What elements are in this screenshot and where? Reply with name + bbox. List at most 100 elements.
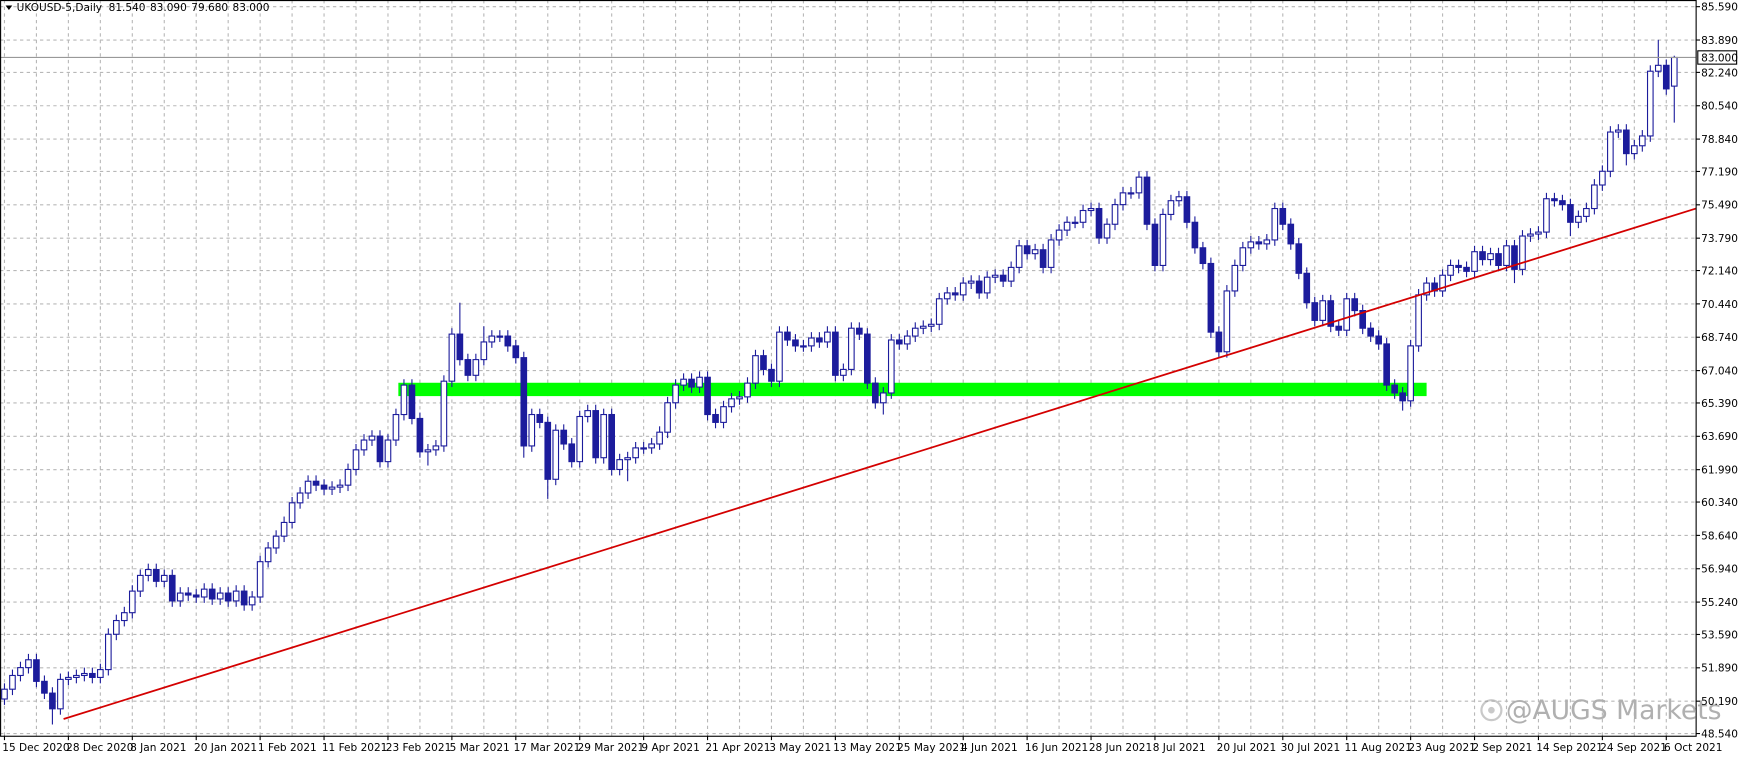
y-tick-label: 58.640 xyxy=(1701,530,1738,542)
candle-body xyxy=(792,339,799,347)
candle-body xyxy=(640,447,647,450)
candle-body xyxy=(1487,253,1494,261)
candle-body xyxy=(864,333,871,384)
candle-body xyxy=(1255,241,1263,245)
candle-body xyxy=(232,590,240,602)
x-tick-label: 6 Oct 2021 xyxy=(1664,742,1722,754)
candle-body xyxy=(400,384,408,416)
candle-body xyxy=(720,406,727,423)
candle-body xyxy=(1063,221,1071,231)
candle-body xyxy=(1591,184,1598,210)
candle-body xyxy=(1567,204,1574,223)
candle-body xyxy=(1143,176,1151,225)
candle-body xyxy=(376,435,384,463)
x-tick-label: 4 Jun 2021 xyxy=(961,742,1018,754)
y-tick-label: 83.890 xyxy=(1701,35,1738,47)
candle-body xyxy=(312,480,320,486)
candle-body xyxy=(1031,249,1039,255)
candle-body xyxy=(568,443,576,463)
candle-body xyxy=(1327,300,1335,327)
candle-body xyxy=(65,676,72,680)
candle-body xyxy=(280,521,288,537)
x-tick-label: 23 Feb 2021 xyxy=(386,742,452,754)
candle-body xyxy=(1135,176,1143,194)
x-tick-label: 8 Jan 2021 xyxy=(130,742,186,754)
candle-body xyxy=(57,678,64,710)
candle-body xyxy=(392,413,400,441)
candle-body xyxy=(736,396,743,400)
candle-body xyxy=(360,439,368,451)
candle-body xyxy=(1207,262,1215,333)
y-tick-label: 53.590 xyxy=(1701,629,1738,641)
candle-body xyxy=(192,594,200,598)
candle-body xyxy=(352,449,360,471)
x-tick-label: 2 Sep 2021 xyxy=(1472,742,1532,754)
x-tick-label: 15 Dec 2020 xyxy=(2,742,69,754)
candle-body xyxy=(168,574,176,602)
candle-body xyxy=(1103,223,1111,239)
plot-frame xyxy=(0,0,1697,737)
y-tick-label: 68.740 xyxy=(1701,332,1738,344)
candle-body xyxy=(464,359,472,376)
y-tick-label: 78.840 xyxy=(1701,134,1738,146)
candle-body xyxy=(81,672,88,677)
candle-body xyxy=(216,592,224,600)
candle-body xyxy=(97,669,104,678)
grid xyxy=(0,0,1696,736)
candle-body xyxy=(41,680,48,694)
candle-body xyxy=(240,590,248,606)
candle-body xyxy=(1303,272,1311,304)
candle-body xyxy=(1623,129,1630,155)
candle-body xyxy=(1239,247,1247,266)
candle-body xyxy=(1007,266,1015,282)
candle-body xyxy=(89,672,96,678)
candle-body xyxy=(105,633,112,671)
candle-body xyxy=(1527,233,1534,237)
watermark: @AUGS Markets xyxy=(1506,695,1722,726)
candle-body xyxy=(856,327,863,335)
candle-body xyxy=(1087,207,1095,212)
candle-body xyxy=(991,274,999,278)
x-tick-label: 3 May 2021 xyxy=(769,742,831,754)
candle-body xyxy=(408,384,416,420)
x-tick-label: 5 Mar 2021 xyxy=(450,742,510,754)
candle-body xyxy=(512,345,520,359)
candles xyxy=(1,39,1678,725)
candle-body xyxy=(752,355,759,384)
candle-body xyxy=(144,568,152,576)
candle-body xyxy=(959,282,967,296)
candle-body xyxy=(472,359,480,376)
candle-body xyxy=(1247,241,1255,249)
candle-body xyxy=(632,447,639,459)
candle-body xyxy=(1670,56,1678,87)
candle-body xyxy=(800,345,807,348)
candle-body xyxy=(680,378,687,386)
y-tick-label: 61.990 xyxy=(1701,465,1738,477)
candle-body xyxy=(927,323,935,327)
candle-body xyxy=(136,574,144,592)
candle-body xyxy=(1511,245,1518,270)
x-tick-label: 20 Jan 2021 xyxy=(194,742,257,754)
x-tick-label: 25 May 2021 xyxy=(897,742,966,754)
menu-triangle xyxy=(5,5,13,10)
candle-body xyxy=(1183,196,1191,223)
candle-body xyxy=(935,298,943,325)
candle-body xyxy=(1191,221,1199,249)
y-tick-label: 80.540 xyxy=(1701,101,1738,113)
y-tick-label: 72.140 xyxy=(1701,265,1738,277)
candle-body xyxy=(1407,345,1414,402)
y-tick-label: 48.540 xyxy=(1701,728,1738,740)
x-tick-label: 30 Jul 2021 xyxy=(1281,742,1341,754)
candle-body xyxy=(264,547,272,563)
y-tick-label: 77.190 xyxy=(1701,166,1738,178)
candle-body xyxy=(184,592,192,596)
candle-body xyxy=(1215,331,1223,353)
candle-body xyxy=(879,392,887,404)
candle-body xyxy=(336,484,344,488)
candle-body xyxy=(744,382,751,398)
candle-body xyxy=(1654,64,1662,72)
y-tick-label: 63.690 xyxy=(1701,431,1738,443)
candle-body xyxy=(1271,207,1279,241)
candle-body xyxy=(1263,239,1271,245)
candle-body xyxy=(1,688,8,700)
